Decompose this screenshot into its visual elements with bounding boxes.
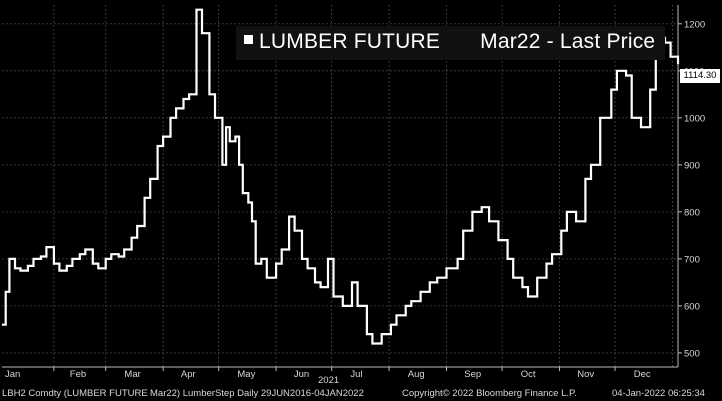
legend-series-name: LUMBER FUTURE <box>259 30 441 53</box>
x-tick-label: Nov <box>577 369 594 380</box>
x-tick-label: Aug <box>408 369 425 380</box>
x-tick-label: Jun <box>294 369 309 380</box>
footer-description: Mar22) LumberStep Daily 29JUN2016-04JAN2… <box>150 388 364 399</box>
x-tick-label: Feb <box>70 369 86 380</box>
y-tick-label: 600 <box>684 301 700 312</box>
legend-swatch <box>244 34 253 44</box>
y-tick-label: 800 <box>684 207 700 218</box>
footer-ticker: LBH2 Comdty (LUMBER FUTURE <box>2 388 148 399</box>
footer-copyright: Copyright© 2022 Bloomberg Finance L.P. <box>402 388 577 399</box>
x-tick-label: Sep <box>464 369 481 380</box>
year-label: 2021 <box>318 375 340 386</box>
x-tick-labels: Jan Feb Mar Apr May Jun Jul Aug Sep Oct Nov Dec <box>5 369 651 380</box>
x-tick-label: May <box>237 369 255 380</box>
price-line <box>2 8 680 345</box>
x-tick-label: Mar <box>124 369 140 380</box>
y-tick-label: 1200 <box>684 19 705 30</box>
x-tick-label: Dec <box>634 369 651 380</box>
axes <box>2 5 682 371</box>
footer-timestamp: 04-Jan-2022 06:25:34 <box>612 388 705 399</box>
last-price-tag: 1114.30 <box>680 69 720 83</box>
legend-contract: Mar22 - Last Price <box>480 30 656 53</box>
chart-legend: LUMBER FUTURE Mar22 - Last Price <box>236 26 666 60</box>
y-tick-label: 900 <box>684 160 700 171</box>
y-tick-label: 700 <box>684 254 700 265</box>
x-tick-label: Jul <box>350 369 362 380</box>
x-tick-label: Apr <box>181 369 196 380</box>
y-tick-label: 1000 <box>684 113 705 124</box>
grid-lines <box>2 5 678 367</box>
y-tick-label: 500 <box>684 348 700 359</box>
footer-bar: LBH2 Comdty (LUMBER FUTURE Mar22) Lumber… <box>0 386 722 401</box>
x-tick-label: Jan <box>5 369 20 380</box>
x-tick-label: Oct <box>521 369 536 380</box>
